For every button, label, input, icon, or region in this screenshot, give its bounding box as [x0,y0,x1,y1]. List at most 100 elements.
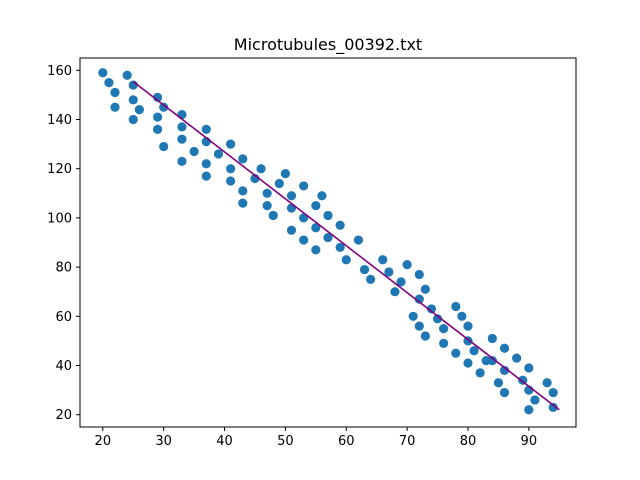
data-point [189,146,199,157]
data-point [311,201,321,211]
data-point [104,78,114,88]
x-tick-label: 70 [399,434,416,449]
data-point [177,109,187,120]
data-point [353,235,364,245]
x-tick-label: 20 [95,434,112,449]
y-tick-label: 140 [47,113,72,128]
data-point [408,311,418,321]
data-point [299,235,309,245]
data-point [414,294,424,304]
data-point [177,156,187,166]
x-axis: 20 30 40 50 60 70 80 90 [95,427,537,449]
data-point [299,181,309,191]
data-point [286,203,297,213]
data-point [226,176,236,186]
data-point [548,387,558,398]
data-point [487,333,497,344]
data-point [323,232,333,243]
data-point [463,358,473,368]
data-point [238,154,248,164]
data-point [226,139,236,149]
x-tick-label: 50 [277,434,294,449]
data-point [499,343,510,353]
data-point [177,134,187,144]
data-point [432,314,443,324]
data-point [201,159,211,169]
x-tick-label: 40 [216,434,233,449]
data-point [420,331,430,341]
data-point [122,70,132,80]
data-point [159,141,169,152]
data-point [439,324,449,334]
data-point [524,363,534,373]
data-point [159,102,169,112]
data-point [499,365,510,376]
data-point [396,277,406,287]
y-tick-label: 80 [55,261,72,276]
data-point [323,210,333,221]
data-point [475,368,485,378]
data-point [317,191,327,201]
data-point [110,87,120,98]
data-point [463,321,473,331]
data-point [420,284,430,294]
data-point [384,267,394,277]
plot-area [98,68,560,415]
data-point [128,114,138,125]
data-point [226,164,236,174]
data-point [378,255,388,265]
data-point [530,395,540,405]
data-point [201,171,211,181]
data-point [238,198,248,208]
data-point [286,225,297,235]
data-point [366,274,376,284]
data-point [274,178,284,189]
axes-frame [79,57,577,428]
data-point [542,378,552,388]
data-point [262,188,272,198]
data-point [512,353,522,363]
data-point [451,301,461,312]
y-tick-label: 100 [47,211,72,226]
data-point [256,164,266,174]
data-point [390,287,400,297]
data-point [341,255,351,265]
data-point [153,124,163,134]
data-point [451,348,461,358]
data-point [213,149,224,159]
data-point [414,269,424,280]
data-point [153,112,163,122]
data-point [262,201,272,211]
data-point [268,210,278,221]
data-point [499,387,510,398]
x-tick-label: 80 [460,434,477,449]
data-point [493,378,503,388]
data-point [457,311,467,321]
data-point [311,223,321,233]
y-tick-label: 40 [55,359,72,374]
fit-line [132,80,560,411]
data-point [311,245,321,255]
data-point [153,92,163,102]
data-point [487,355,497,366]
data-point [524,405,534,415]
data-point [439,338,449,348]
data-point [128,95,138,105]
y-tick-label: 160 [47,64,72,79]
y-tick-label: 60 [55,310,72,325]
data-point [110,102,120,112]
chart-title: Microtubules_00392.txt [234,35,422,55]
data-point [280,169,290,179]
y-tick-label: 120 [47,162,72,177]
data-point [335,220,345,230]
data-point [134,105,144,115]
data-point [359,264,370,275]
data-point [238,186,248,196]
data-point [548,402,558,412]
data-point [335,242,345,253]
data-point [469,346,479,356]
data-point [98,68,108,78]
data-point [201,124,211,134]
